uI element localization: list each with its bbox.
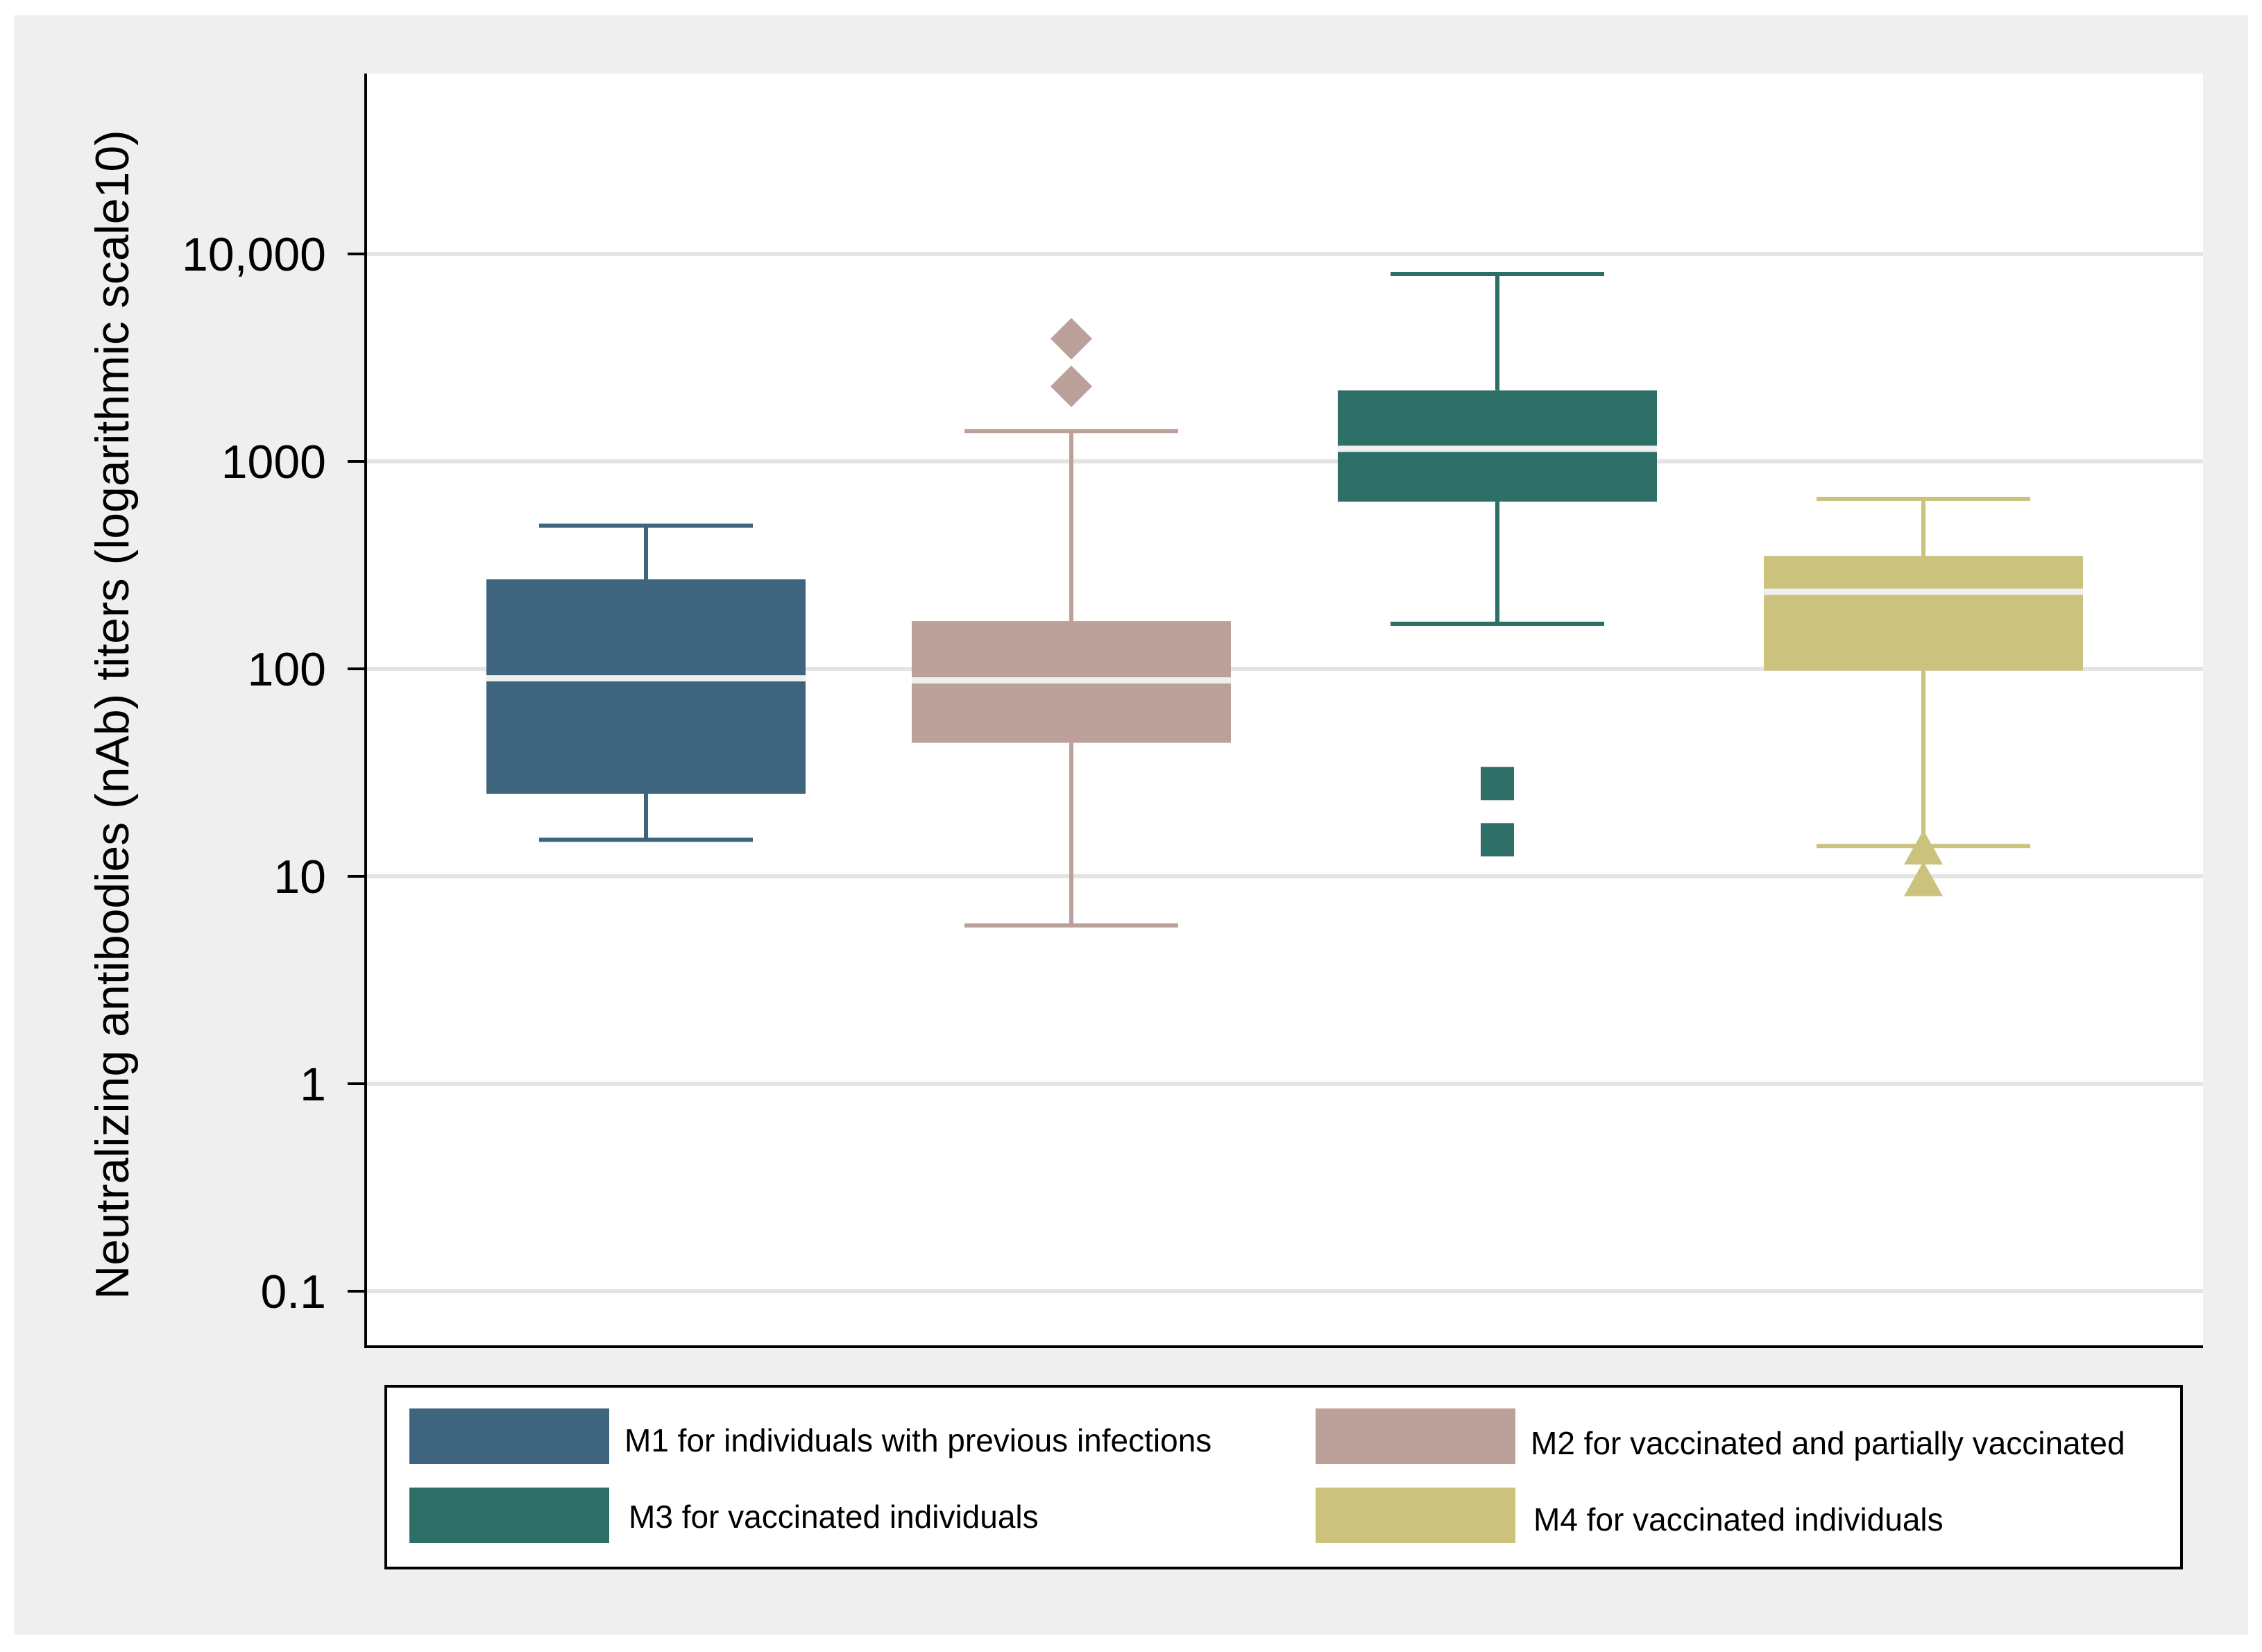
- box-series: [486, 271, 2083, 928]
- outlier-diamond: [1051, 365, 1092, 407]
- legend-label-1: M1 for individuals with previous infecti…: [624, 1422, 1211, 1458]
- y-tick-label: 100: [248, 643, 326, 696]
- y-axis-title: Neutralizing antibodies (nAb) titers (lo…: [86, 130, 139, 1300]
- outlier-square: [1481, 823, 1514, 857]
- y-tick-label: 1000: [221, 436, 326, 488]
- legend-swatch-2: [1316, 1408, 1515, 1464]
- legend: M1 for individuals with previous infecti…: [384, 1385, 2183, 1569]
- y-tick-label: 10,000: [182, 228, 326, 281]
- y-tick-label: 10: [273, 851, 326, 903]
- legend-swatch-4: [1316, 1488, 1515, 1543]
- legend-swatch-1: [409, 1408, 609, 1464]
- outlier-diamond: [1051, 318, 1092, 360]
- interquartile-box: [1764, 556, 2083, 671]
- interquartile-box: [486, 579, 806, 794]
- box-series-1: [486, 523, 806, 842]
- box-series-3: [1338, 271, 1657, 857]
- legend-label-2: M2 for vaccinated and partially vaccinat…: [1531, 1425, 2125, 1461]
- y-axis-ticks: 0.1 1 10 100 1000 10,000: [182, 228, 366, 1318]
- box-series-4: [1764, 496, 2083, 896]
- outlier-triangle: [1904, 861, 1943, 896]
- outlier-square: [1481, 767, 1514, 801]
- outlier-triangle: [1904, 830, 1943, 865]
- legend-frame: [384, 1385, 2183, 1569]
- legend-swatch-3: [409, 1488, 609, 1543]
- y-tick-label: 0.1: [260, 1266, 326, 1318]
- y-tick-label: 1: [300, 1058, 326, 1111]
- legend-label-4: M4 for vaccinated individuals: [1533, 1501, 1944, 1538]
- legend-label-3: M3 for vaccinated individuals: [629, 1499, 1039, 1535]
- box-series-2: [912, 318, 1231, 928]
